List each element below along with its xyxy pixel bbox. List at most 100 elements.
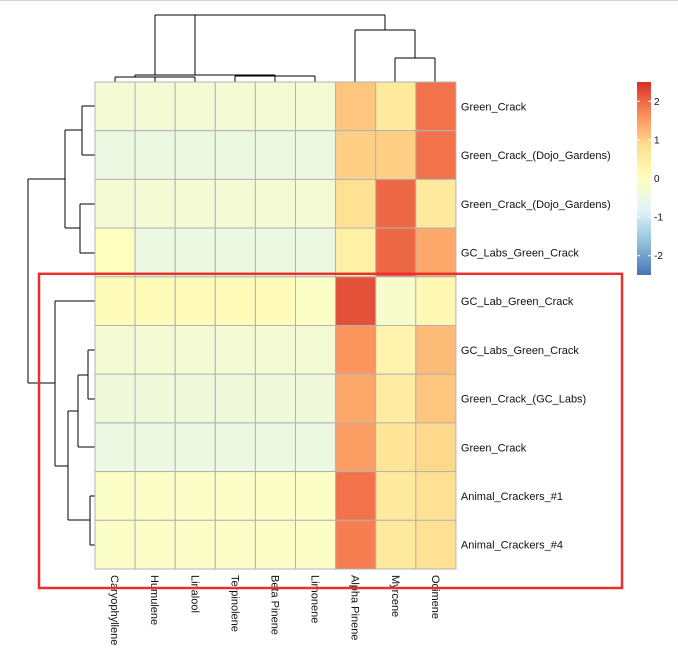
- heatmap-cell: [94, 325, 136, 375]
- heatmap-cell: [214, 471, 256, 521]
- heatmap-cell: [335, 130, 377, 180]
- legend-tick-label: -2: [654, 251, 663, 262]
- row-label: Green_Crack: [461, 442, 527, 454]
- heatmap-cell: [214, 81, 256, 132]
- heatmap-cell: [214, 178, 256, 229]
- heatmap-cell: [295, 81, 337, 132]
- column-label: Linalool: [188, 575, 200, 613]
- legend-tick-label: 0: [654, 174, 660, 185]
- heatmap-cells: [94, 81, 457, 570]
- heatmap-cell: [214, 422, 256, 473]
- row-labels: Green_Crack Green_Crack_(Dojo_Gardens) Gre…: [461, 101, 611, 551]
- heatmap-cell: [295, 519, 337, 570]
- heatmap-cell: [94, 276, 136, 326]
- heatmap-cell: [134, 373, 176, 424]
- row-label: Green_Crack_(Dojo_Gardens): [461, 199, 611, 211]
- highlight-box: [37, 272, 624, 590]
- heatmap-cell: [94, 471, 136, 521]
- heatmap-cell: [375, 130, 417, 180]
- heatmap-cell: [415, 276, 457, 326]
- heatmap-cell: [174, 373, 216, 424]
- heatmap-cell: [174, 227, 216, 278]
- heatmap-cell: [375, 519, 417, 570]
- column-label: Beta Pinene: [268, 575, 280, 635]
- heatmap-cell: [134, 81, 176, 132]
- column-label: Terpinolene: [228, 575, 240, 632]
- heatmap-cell: [134, 325, 176, 375]
- heatmap-cell: [94, 422, 136, 473]
- heatmap-cell: [254, 178, 296, 229]
- heatmap-cell: [295, 276, 337, 326]
- heatmap-cell: [375, 276, 417, 326]
- color-legend: 2 1 0 -1 -2: [637, 82, 663, 275]
- heatmap-cell: [254, 276, 296, 326]
- column-label: Humulene: [148, 575, 160, 625]
- heatmap-cell: [254, 373, 296, 424]
- heatmap-cell: [415, 471, 457, 521]
- heatmap-cell: [214, 227, 256, 278]
- heatmap-cell: [134, 422, 176, 473]
- heatmap-cell: [254, 130, 296, 180]
- heatmap-cell: [295, 422, 337, 473]
- heatmap-cell: [134, 519, 176, 570]
- heatmap-cell: [335, 422, 377, 473]
- heatmap-cell: [134, 227, 176, 278]
- heatmap-cell: [94, 178, 136, 229]
- heatmap-cell: [415, 373, 457, 424]
- column-label: Caryophyllene: [108, 575, 120, 645]
- heatmap-cell: [94, 227, 136, 278]
- heatmap-cell: [174, 519, 216, 570]
- heatmap-cell: [375, 227, 417, 278]
- legend-tick-label: 1: [654, 135, 660, 146]
- heatmap-cell: [214, 276, 256, 326]
- heatmap-cell: [174, 276, 216, 326]
- heatmap-cell: [295, 325, 337, 375]
- heatmap-cell: [415, 178, 457, 229]
- heatmap-cell: [335, 227, 377, 278]
- row-label: Green_Crack_(Dojo_Gardens): [461, 150, 611, 162]
- heatmap-cell: [375, 422, 417, 473]
- heatmap-cell: [254, 227, 296, 278]
- heatmap-cell: [254, 519, 296, 570]
- row-label: Green_Crack_(GC_Labs): [461, 394, 586, 406]
- heatmap-cell: [335, 81, 377, 132]
- heatmap-cell: [295, 471, 337, 521]
- legend-color-bar: [637, 82, 651, 275]
- heatmap-cell: [94, 130, 136, 180]
- heatmap-cell: [94, 519, 136, 570]
- heatmap-cell: [134, 276, 176, 326]
- row-label: Animal_Crackers_#1: [461, 491, 563, 503]
- heatmap-cell: [214, 373, 256, 424]
- heatmap-cell: [375, 178, 417, 229]
- heatmap-cell: [254, 81, 296, 132]
- heatmap-cell: [174, 422, 216, 473]
- heatmap-cell: [375, 471, 417, 521]
- column-dendrogram: [114, 14, 436, 82]
- top-border: [0, 0, 678, 1]
- heatmap-cell: [415, 325, 457, 375]
- heatmap-cell: [134, 178, 176, 229]
- heatmap-cell: [174, 471, 216, 521]
- row-label: Animal_Crackers_#4: [461, 540, 563, 552]
- column-label: Ocimene: [429, 575, 441, 619]
- row-dendrogram: [27, 105, 95, 546]
- heatmap-cell: [335, 276, 377, 326]
- heatmap-cell: [375, 325, 417, 375]
- heatmap-cell: [415, 81, 457, 132]
- heatmap-cell: [375, 373, 417, 424]
- column-label: Myrcene: [389, 575, 401, 617]
- heatmap-cell: [134, 130, 176, 180]
- heatmap-cell: [94, 373, 136, 424]
- legend-tick-label: 2: [654, 97, 660, 108]
- heatmap-cell: [415, 227, 457, 278]
- heatmap-cell: [214, 325, 256, 375]
- row-label: Green_Crack: [461, 101, 527, 113]
- heatmap-cell: [174, 178, 216, 229]
- heatmap-cell: [375, 81, 417, 132]
- legend-tick-label: -1: [654, 213, 663, 224]
- row-label: GC_Lab_Green_Crack: [461, 296, 574, 308]
- heatmap-cell: [254, 471, 296, 521]
- heatmap-cell: [214, 130, 256, 180]
- heatmap-cell: [174, 325, 216, 375]
